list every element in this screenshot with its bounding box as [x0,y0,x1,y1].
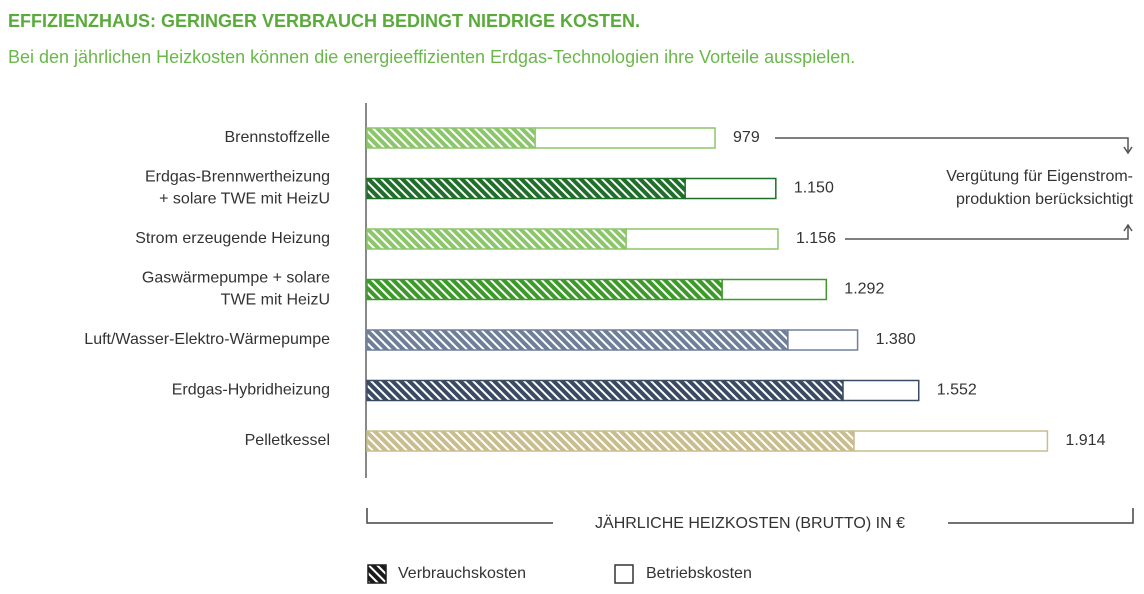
bar-segment [366,379,844,402]
annotation-bracket [775,137,1133,155]
category-label: Pelletkessel [245,432,330,449]
total-label: 979 [733,129,760,146]
annotation: produktion berücksichtigt [956,191,1134,208]
total-label: 1.914 [1065,432,1105,449]
bar-segment [366,430,855,452]
bar-segment [787,329,859,351]
category-label: Erdgas-Brennwertheizung [145,169,330,186]
category-label: Gaswärmepumpe + solare [142,270,330,287]
legend-swatch [367,564,387,584]
chart-title: EFFIZIENZHAUS: GERINGER VERBRAUCH BEDING… [8,11,640,31]
total-label: 1.150 [794,180,834,197]
bar-segment [366,228,627,250]
total-label: 1.292 [844,281,884,298]
category-label: + solare TWE mit HeizU [159,191,330,208]
legend-swatch [614,564,634,584]
bar-segment [366,127,536,149]
total-label: 1.156 [796,230,836,247]
bar-segment [366,329,789,351]
category-label: Erdgas-Hybridheizung [172,382,330,399]
bar-segment [842,379,920,402]
bar-segment [534,127,716,149]
category-label: Luft/Wasser-Elektro-Wärmepumpe [84,331,330,348]
annotation-bracket [845,223,1133,240]
chart-subtitle: Bei den jährlichen Heizkosten können die… [8,47,855,67]
category-label: TWE mit HeizU [221,292,330,309]
bar-segment [721,278,828,301]
category-label: Strom erzeugende Heizung [135,230,330,247]
total-label: 1.552 [937,382,977,399]
bar-segment [366,177,686,200]
annotation: Vergütung für Eigenstrom- [946,168,1133,185]
bar-segment [366,278,723,301]
bar-segment [684,177,777,200]
bar-segment [625,228,779,250]
category-label: Brennstoffzelle [224,129,330,146]
total-label: 1.380 [876,331,916,348]
legend-label: Verbrauchskosten [398,565,526,582]
legend-label: Betriebskosten [646,565,752,582]
bar-segment [853,430,1049,452]
x-axis-label: JÄHRLICHE HEIZKOSTEN (BRUTTO) IN € [595,514,905,532]
axis-bracket [366,508,1134,524]
